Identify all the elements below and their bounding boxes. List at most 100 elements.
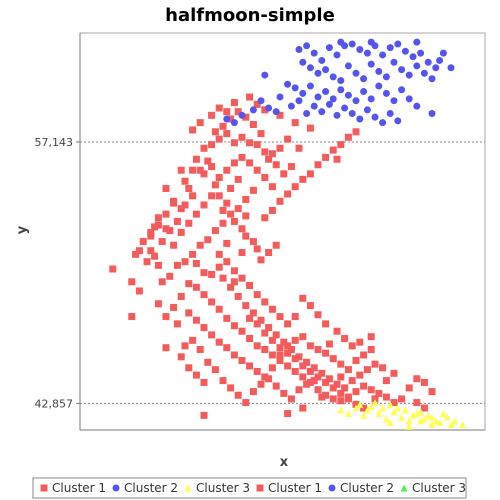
data-point: [303, 358, 311, 366]
data-point: [223, 314, 231, 322]
data-point: [200, 170, 208, 178]
data-point: [337, 38, 345, 46]
data-point: [333, 111, 341, 119]
data-point: [295, 144, 303, 152]
data-point: [337, 86, 345, 94]
data-point: [348, 377, 356, 385]
data-point: [177, 353, 185, 361]
legend-item: Cluster 2: [112, 481, 178, 495]
data-point: [432, 64, 440, 72]
data-point: [204, 157, 212, 165]
data-point: [375, 67, 383, 75]
data-point: [253, 342, 261, 350]
series-cluster-2: [223, 38, 455, 127]
data-point: [196, 241, 204, 249]
data-point: [299, 404, 307, 412]
data-point: [303, 380, 311, 388]
data-point: [272, 241, 280, 249]
data-point: [337, 406, 345, 414]
data-point: [420, 404, 428, 412]
circle-icon: [112, 484, 120, 492]
data-point: [299, 333, 307, 341]
data-point: [436, 419, 444, 427]
data-point: [257, 256, 265, 264]
data-point: [139, 238, 147, 246]
data-point: [287, 102, 295, 110]
data-point: [405, 417, 413, 425]
data-point: [363, 406, 371, 414]
data-point: [135, 287, 143, 295]
data-point: [192, 210, 200, 218]
data-point: [196, 166, 204, 174]
data-point: [306, 124, 314, 132]
data-point: [417, 49, 425, 57]
data-point: [398, 413, 406, 421]
data-point: [192, 155, 200, 163]
data-point: [284, 410, 292, 418]
data-point: [424, 411, 432, 419]
data-point: [379, 119, 387, 127]
data-point: [428, 109, 436, 117]
data-point: [428, 388, 436, 396]
data-point: [314, 93, 322, 101]
data-point: [348, 40, 356, 48]
data-point: [356, 45, 364, 53]
data-point: [208, 270, 216, 278]
data-point: [303, 109, 311, 117]
data-point: [242, 113, 250, 121]
data-point: [238, 153, 246, 161]
data-point: [398, 395, 406, 403]
legend-item: Cluster 3: [184, 481, 250, 495]
data-point: [428, 421, 436, 429]
data-point: [318, 108, 326, 116]
data-point: [151, 223, 159, 231]
data-point: [451, 417, 459, 425]
data-point: [208, 111, 216, 119]
data-point: [196, 346, 204, 354]
data-point: [436, 56, 444, 64]
data-point: [447, 64, 455, 72]
data-point: [265, 249, 273, 257]
data-point: [375, 82, 383, 90]
data-point: [341, 104, 349, 112]
series-cluster-3: [337, 399, 466, 430]
data-point: [189, 250, 197, 258]
data-point: [208, 331, 216, 339]
data-point: [211, 227, 219, 235]
data-point: [299, 294, 307, 302]
data-point: [261, 329, 269, 337]
data-point: [306, 367, 314, 375]
data-point: [344, 91, 352, 99]
data-point: [162, 225, 170, 233]
data-point: [299, 58, 307, 66]
data-point: [143, 258, 151, 266]
data-point: [147, 247, 155, 255]
data-point: [246, 93, 254, 101]
data-point: [238, 225, 246, 233]
data-point: [295, 45, 303, 53]
data-point: [272, 331, 280, 339]
data-point: [356, 371, 364, 379]
data-point: [386, 400, 394, 408]
data-point: [173, 320, 181, 328]
data-point: [344, 133, 352, 141]
legend-item: Cluster 1: [256, 481, 322, 495]
data-point: [215, 263, 223, 271]
data-point: [223, 166, 231, 174]
data-point: [314, 69, 322, 77]
data-point: [314, 346, 322, 354]
data-point: [420, 378, 428, 386]
data-point: [367, 402, 375, 410]
data-point: [337, 373, 345, 381]
data-point: [230, 99, 238, 107]
data-point: [230, 217, 238, 225]
data-point: [405, 71, 413, 79]
data-point: [162, 313, 170, 321]
data-point: [238, 133, 246, 141]
data-point: [223, 130, 231, 138]
data-point: [363, 366, 371, 374]
data-point: [177, 228, 185, 236]
data-point: [352, 69, 360, 77]
data-point: [189, 336, 197, 344]
